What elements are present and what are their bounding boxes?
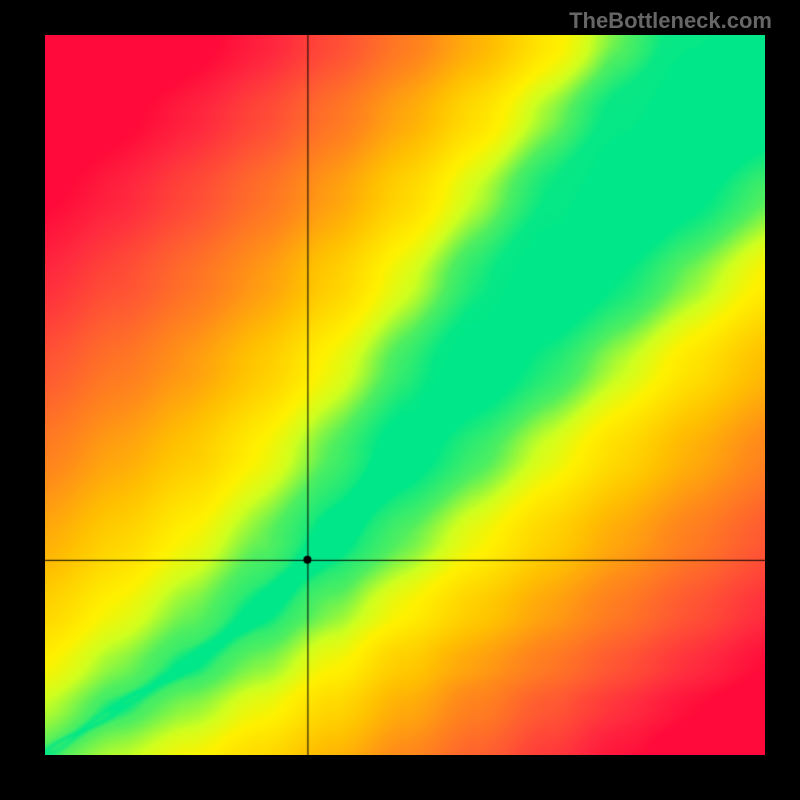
watermark-text: TheBottleneck.com [569, 8, 772, 34]
heatmap-canvas [45, 35, 765, 755]
chart-container: TheBottleneck.com [0, 0, 800, 800]
plot-area [45, 35, 765, 755]
